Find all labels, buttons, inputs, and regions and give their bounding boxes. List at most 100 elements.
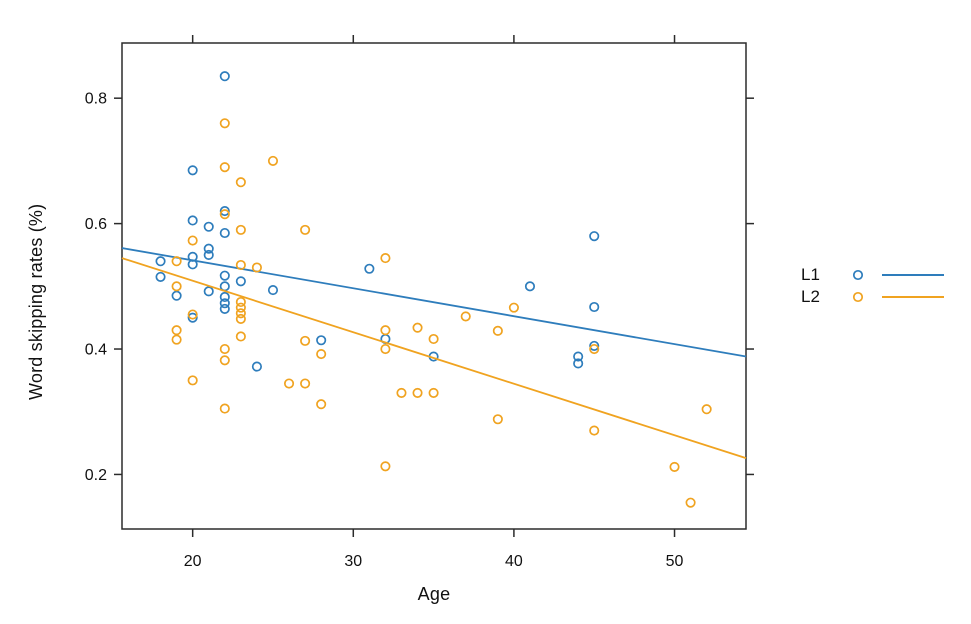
- data-point-l1: [267, 285, 279, 296]
- y-axis-title: Word skipping rates (%): [26, 203, 46, 400]
- data-point-l2: [492, 414, 503, 425]
- data-point-l1: [187, 215, 198, 226]
- data-point-l1: [219, 206, 230, 217]
- y-tick-label: 0.2: [85, 467, 107, 484]
- data-point-l2: [235, 313, 246, 324]
- data-point-l1: [187, 259, 198, 270]
- legend-item-l2: L2: [801, 287, 945, 307]
- data-point-l2: [171, 256, 182, 267]
- data-point-l1: [589, 340, 600, 351]
- x-axis-title: Age: [417, 584, 451, 604]
- data-point-l2: [412, 387, 423, 398]
- data-point-l2: [428, 333, 439, 345]
- data-point-l2: [701, 404, 712, 415]
- legend-point-marker-icon: [852, 291, 864, 303]
- data-point-l2: [219, 118, 230, 129]
- data-point-l2: [219, 403, 230, 414]
- x-tick-label: 40: [505, 553, 523, 570]
- y-tick-label: 0.8: [85, 91, 107, 108]
- x-tick-label: 50: [666, 553, 684, 570]
- data-point-l2: [460, 311, 471, 322]
- data-point-l1: [524, 281, 536, 292]
- data-point-l1: [187, 312, 198, 323]
- data-point-l1: [203, 249, 214, 261]
- data-point-l1: [219, 291, 230, 303]
- data-point-l2: [300, 378, 311, 389]
- data-point-l2: [235, 259, 246, 271]
- data-point-l2: [171, 325, 182, 336]
- data-point-l1: [155, 271, 166, 282]
- data-point-l2: [235, 331, 246, 342]
- data-point-l2: [187, 309, 198, 320]
- data-point-l2: [380, 253, 391, 264]
- data-point-l2: [187, 235, 198, 246]
- data-point-l1: [251, 361, 262, 372]
- y-axis: 0.2 0.4 0.6 0.8: [85, 91, 754, 484]
- x-axis: 20 30 40 50: [184, 35, 684, 570]
- legend-line-marker-icon: [882, 274, 944, 276]
- data-point-l2: [589, 425, 600, 436]
- trend-line-l2: [121, 257, 747, 459]
- data-point-l1: [219, 298, 230, 309]
- data-point-l1: [187, 251, 198, 262]
- data-point-l2: [219, 162, 230, 173]
- data-point-l1: [364, 263, 375, 274]
- data-point-l2: [300, 335, 311, 346]
- data-point-l2: [171, 334, 182, 345]
- data-point-l1: [171, 290, 182, 301]
- data-point-l1: [589, 301, 600, 313]
- y-tick-label: 0.4: [85, 342, 107, 359]
- series-l2: [121, 118, 747, 508]
- x-tick-label: 30: [344, 553, 362, 570]
- data-point-l2: [380, 325, 391, 336]
- data-point-l2: [235, 224, 246, 235]
- data-point-l2: [508, 302, 519, 313]
- data-point-l2: [589, 343, 600, 355]
- data-point-l1: [219, 303, 230, 314]
- data-point-l2: [492, 325, 503, 336]
- data-point-l2: [235, 177, 246, 188]
- data-point-l2: [267, 155, 279, 166]
- data-point-l2: [669, 461, 680, 472]
- legend-label-l2: L2: [801, 287, 820, 306]
- legend-point-marker-icon: [852, 269, 864, 281]
- series-l1: [121, 71, 747, 372]
- x-tick-label: 20: [184, 553, 202, 570]
- y-tick-label: 0.6: [85, 216, 107, 233]
- data-point-l2: [316, 348, 327, 360]
- data-point-l2: [300, 224, 311, 235]
- legend: L1 L2: [801, 265, 945, 307]
- data-point-l1: [203, 286, 214, 297]
- data-point-l1: [219, 71, 230, 82]
- data-point-l2: [283, 378, 295, 389]
- data-point-l1: [316, 335, 327, 346]
- data-point-l1: [155, 256, 166, 267]
- data-point-l2: [251, 262, 262, 273]
- data-point-l2: [380, 343, 391, 355]
- data-point-l1: [203, 243, 214, 254]
- data-point-l2: [219, 209, 230, 220]
- data-point-l2: [316, 399, 327, 410]
- data-point-l2: [235, 302, 246, 313]
- data-point-l2: [412, 322, 423, 333]
- data-point-l1: [235, 276, 246, 287]
- legend-item-l1: L1: [801, 265, 945, 285]
- legend-label-l1: L1: [801, 265, 820, 284]
- data-point-l1: [187, 165, 198, 176]
- plot-border: [121, 42, 747, 530]
- data-point-l1: [203, 221, 214, 232]
- data-point-l1: [573, 358, 584, 369]
- data-point-l2: [187, 375, 198, 386]
- data-point-l1: [219, 227, 230, 239]
- data-point-l2: [685, 497, 696, 508]
- data-point-l2: [219, 355, 230, 366]
- data-point-l2: [380, 461, 391, 472]
- data-point-l1: [573, 351, 584, 362]
- data-point-l2: [428, 387, 439, 398]
- data-point-l1: [589, 231, 600, 242]
- trend-line-l1: [121, 247, 747, 358]
- data-point-l2: [235, 296, 246, 308]
- legend-line-marker-icon: [882, 296, 944, 298]
